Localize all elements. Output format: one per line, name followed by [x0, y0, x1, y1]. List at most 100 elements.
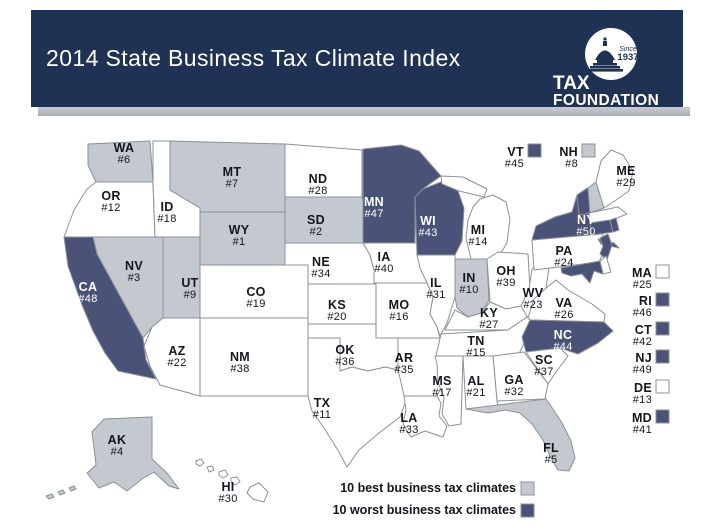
state-label-wy: WY	[229, 223, 250, 237]
state-label-mo: MO	[389, 298, 410, 312]
side-label-nh: NH	[559, 145, 578, 159]
side-rank-md: #41	[633, 424, 652, 436]
state-shapes	[45, 140, 634, 503]
side-rank-ma: #25	[633, 279, 652, 291]
state-label-mi: MI	[471, 223, 486, 237]
side-label-ma: MA	[632, 266, 652, 280]
state-rank-ky: #27	[479, 319, 498, 331]
state-shape-sd	[284, 196, 367, 244]
side-swatch-de	[655, 379, 670, 394]
state-label-az: AZ	[168, 344, 185, 358]
state-label-ak: AK	[108, 433, 127, 447]
side-rank-vt: #45	[505, 158, 524, 170]
state-shape-ma	[588, 206, 628, 224]
state-rank-wy: #1	[233, 236, 246, 248]
state-rank-wi: #43	[418, 227, 437, 239]
state-rank-wv: #23	[523, 299, 542, 311]
state-label-oh: OH	[496, 264, 515, 278]
capitol-dome-icon	[587, 37, 623, 72]
state-rank-nv: #3	[128, 272, 141, 284]
state-label-ca: CA	[79, 280, 98, 294]
side-swatch-nj	[655, 349, 670, 364]
state-label-ar: AR	[395, 351, 414, 365]
state-label-al: AL	[467, 374, 484, 388]
state-rank-va: #26	[554, 309, 573, 321]
side-state-labels: VT#45 NH#8 MA#25 RI#46 CT#42 NJ#49 DE#13 MD#41	[505, 143, 670, 436]
side-label-ri: RI	[639, 294, 652, 308]
state-rank-ok: #36	[335, 356, 354, 368]
state-shape-la	[402, 395, 448, 438]
state-rank-mi: #14	[468, 236, 487, 248]
side-label-de: DE	[634, 381, 652, 395]
state-rank-wa: #6	[118, 154, 131, 166]
side-label-nj: NJ	[635, 351, 652, 365]
state-rank-oh: #39	[496, 277, 515, 289]
side-label-ct: CT	[635, 323, 652, 337]
side-swatch-vt	[527, 143, 542, 158]
state-shape-tx	[307, 337, 408, 468]
logo-word-foundation: FOUNDATION	[553, 92, 659, 107]
header-bar: 2014 State Business Tax Climate Index Si…	[31, 10, 683, 107]
state-rank-mt: #7	[226, 178, 239, 190]
state-shape-fl	[465, 398, 576, 472]
state-rank-ar: #35	[394, 364, 413, 376]
page-title: 2014 State Business Tax Climate Index	[46, 45, 461, 71]
state-shape-me	[595, 149, 634, 209]
state-rank-al: #21	[466, 387, 485, 399]
state-label-ky: KY	[480, 306, 498, 320]
state-rank-az: #22	[167, 357, 186, 369]
state-label-co: CO	[246, 285, 265, 299]
side-label-md: MD	[632, 411, 652, 425]
state-label-nd: ND	[309, 172, 328, 186]
state-shape-ak	[86, 416, 180, 492]
state-label-nm: NM	[230, 350, 250, 364]
state-label-ny: NY	[577, 213, 595, 227]
state-rank-ga: #32	[504, 386, 523, 398]
side-rank-ri: #46	[633, 307, 652, 319]
state-rank-ny: #50	[576, 226, 595, 238]
state-label-id: ID	[160, 200, 173, 214]
state-label-in: IN	[462, 271, 475, 285]
logo-badge-since: Since	[619, 46, 637, 53]
state-label-wv: WV	[523, 286, 544, 300]
side-swatch-ct	[655, 321, 670, 336]
state-rank-or: #12	[101, 202, 120, 214]
state-label-nv: NV	[125, 259, 143, 273]
state-shape-ca	[63, 236, 157, 380]
state-rank-fl: #5	[545, 454, 558, 466]
state-rank-id: #18	[157, 213, 176, 225]
state-rank-sd: #2	[310, 226, 323, 238]
state-rank-tx: #11	[313, 409, 331, 421]
tax-foundation-logo: Since 1937 TAX FOUNDATION	[553, 28, 659, 107]
state-rank-ks: #20	[327, 311, 346, 323]
side-rank-nj: #49	[633, 364, 652, 376]
state-label-or: OR	[101, 189, 120, 203]
side-label-vt: VT	[507, 145, 524, 159]
state-label-va: VA	[555, 296, 572, 310]
state-label-sc: SC	[535, 353, 553, 367]
side-rank-de: #13	[633, 394, 652, 406]
state-shape-hi	[195, 458, 269, 503]
state-shape-ri	[609, 217, 620, 233]
side-swatch-ri	[655, 292, 670, 307]
state-rank-nc: #44	[553, 341, 572, 353]
side-rank-ct: #42	[633, 336, 652, 348]
state-rank-co: #19	[246, 298, 265, 310]
state-rank-me: #29	[616, 177, 635, 189]
state-label-wi: WI	[420, 214, 436, 228]
state-rank-ia: #40	[374, 263, 393, 275]
legend-swatch-worst	[520, 503, 535, 518]
state-shape-al	[462, 355, 499, 410]
legend-label-worst: 10 worst business tax climates	[333, 503, 516, 517]
state-rank-il: #31	[426, 289, 445, 301]
legend-swatch-best	[520, 481, 535, 496]
state-label-ga: GA	[504, 373, 523, 387]
state-label-la: LA	[400, 411, 417, 425]
state-shape-ak-islands	[45, 485, 77, 500]
legend-label-best: 10 best business tax climates	[340, 481, 516, 495]
state-rank-mo: #16	[389, 311, 408, 323]
state-rank-ca: #48	[78, 293, 97, 305]
logo-word-tax: TAX	[553, 73, 590, 94]
